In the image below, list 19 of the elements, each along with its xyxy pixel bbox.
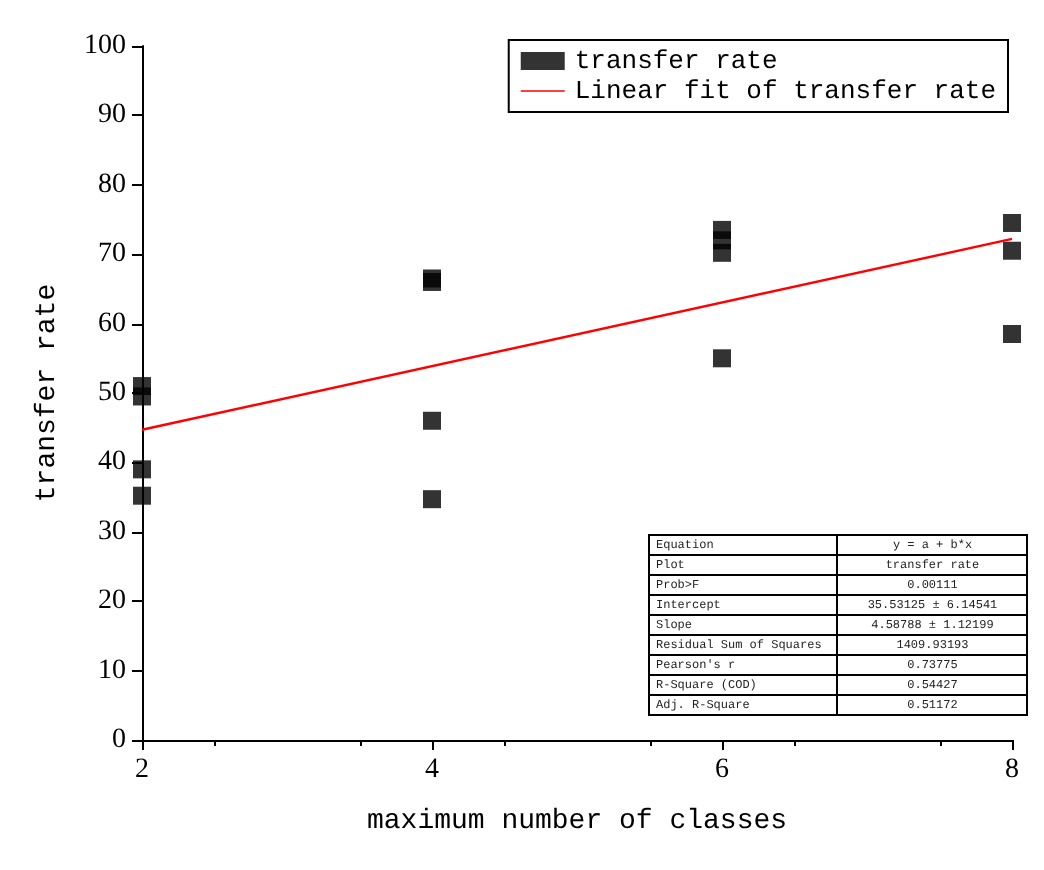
y-tick-label: 90 [98, 100, 126, 131]
y-tick-label: 100 [84, 31, 126, 61]
legend-label: Linear fit of transfer rate [574, 76, 997, 106]
y-tick-label: 0 [112, 725, 126, 755]
y-tick-label: 70 [98, 239, 126, 270]
x-tick-label: 4 [425, 755, 439, 785]
y-tick-label: 80 [98, 169, 126, 200]
y-axis-title: transfer rate [32, 283, 64, 503]
x-tick-label: 8 [1005, 755, 1019, 785]
y-tick-label: 10 [98, 655, 126, 686]
x-axis-title: maximum number of classes [366, 806, 788, 838]
y-tick-label: 20 [98, 586, 126, 617]
x-tick-label: 2 [135, 755, 149, 785]
legend-label: transfer rate [574, 46, 778, 76]
x-tick-label: 6 [715, 755, 729, 785]
y-tick-label: 60 [98, 308, 126, 339]
y-tick-label: 50 [98, 378, 126, 408]
y-tick-label: 40 [98, 447, 126, 478]
y-tick-label: 30 [98, 516, 126, 547]
